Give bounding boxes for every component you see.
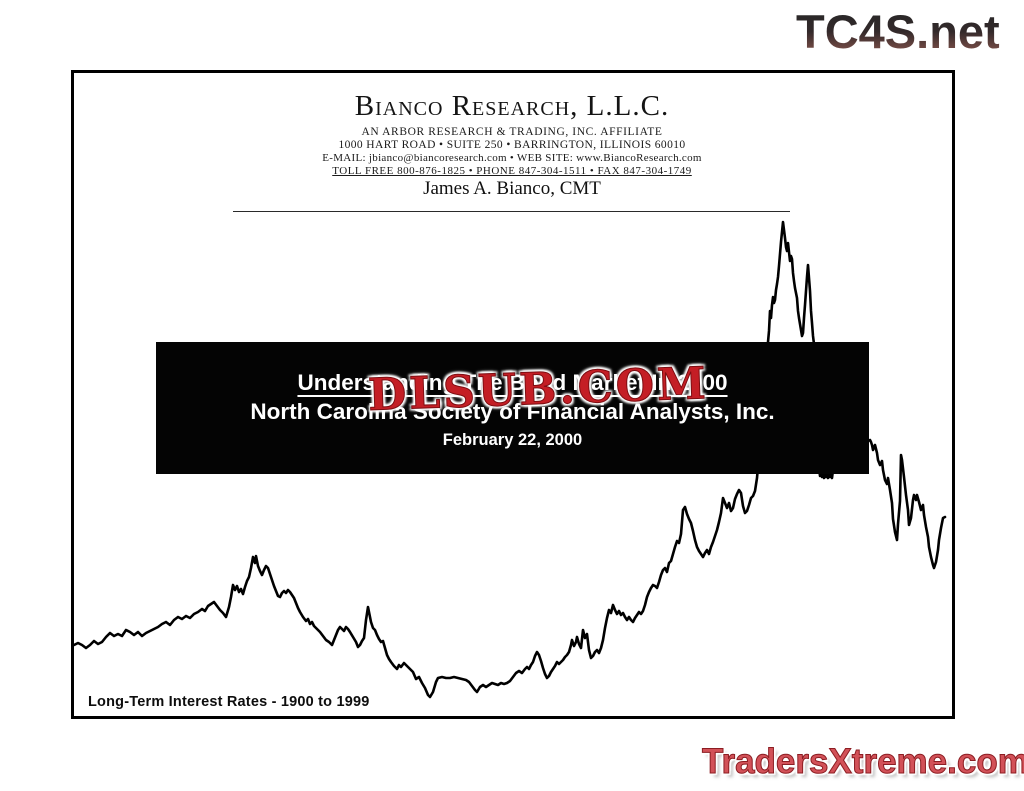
company-name: Bianco Research, L.L.C. (354, 90, 670, 122)
affiliate-line: AN ARBOR RESEARCH & TRADING, INC. AFFILI… (361, 126, 663, 138)
phone-line: TOLL FREE 800-876-1825 • PHONE 847-304-1… (332, 165, 692, 177)
author-name: James A. Bianco, CMT (423, 178, 601, 199)
chart-caption: Long-Term Interest Rates - 1900 to 1999 (88, 694, 370, 710)
contact-line: E-MAIL: jbianco@biancoresearch.com • WEB… (322, 152, 702, 164)
presentation-date: February 22, 2000 (442, 431, 583, 449)
address-line: 1000 HART ROAD • SUITE 250 • BARRINGTON,… (338, 139, 686, 151)
tc4s-watermark-logo: TC4S.net (796, 5, 1000, 58)
letterhead-divider (233, 211, 790, 212)
tradersxtreme-watermark-logo: TradersXtreme.com (702, 742, 1024, 782)
